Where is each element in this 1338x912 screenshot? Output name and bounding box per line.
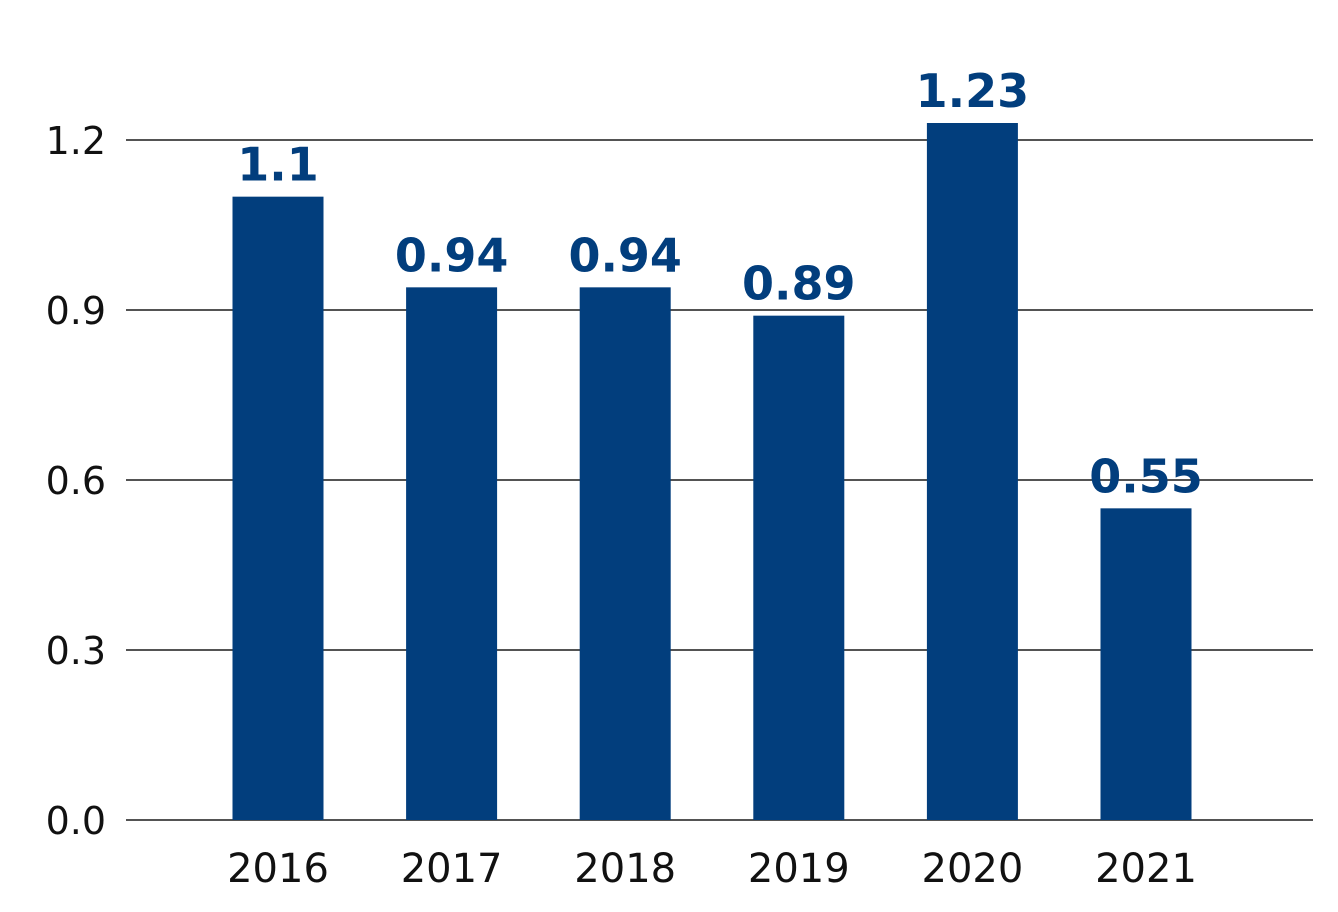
bar-2018 [579,287,671,820]
y-tick-label: 1.2 [46,119,106,163]
x-tick-label-2018: 2018 [574,846,676,892]
data-label-2018: 0.94 [568,228,682,282]
data-label-2019: 0.89 [742,257,856,311]
bars [232,123,1192,820]
y-axis-ticks: 0.0 0.3 0.6 0.9 1.2 [46,119,106,843]
y-tick-label: 0.0 [46,799,106,843]
x-tick-label-2021: 2021 [1095,846,1197,892]
data-label-2017: 0.94 [395,228,509,282]
y-tick-label: 0.3 [46,629,106,673]
data-label-2016: 1.1 [237,138,319,192]
bar-2021 [1100,508,1192,820]
bar-2016 [232,196,324,820]
data-label-2021: 0.55 [1089,449,1203,503]
x-tick-label-2019: 2019 [748,846,850,892]
bar-2019 [753,315,845,820]
bar-2017 [406,287,498,820]
y-tick-label: 0.6 [46,459,106,503]
data-labels: 1.1 0.94 0.94 0.89 1.23 0.55 [237,64,1203,503]
x-tick-label-2017: 2017 [401,846,503,892]
bar-2020 [926,123,1018,820]
x-axis-ticks: 2016 2017 2018 2019 2020 2021 [227,846,1197,892]
data-label-2020: 1.23 [916,64,1030,118]
x-tick-label-2016: 2016 [227,846,329,892]
x-tick-label-2020: 2020 [922,846,1024,892]
y-tick-label: 0.9 [46,289,106,333]
